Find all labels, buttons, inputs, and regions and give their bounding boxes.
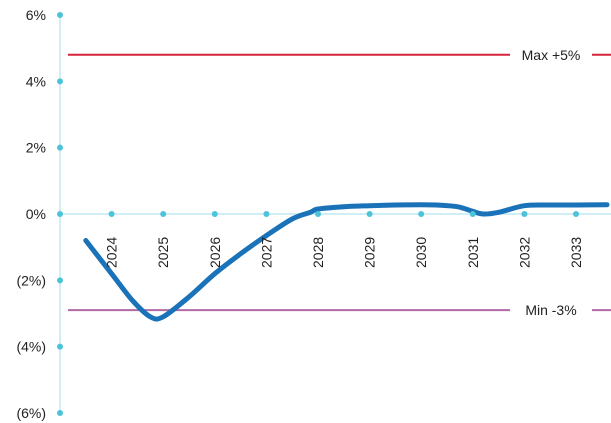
y-tick-marker [57,12,63,18]
series-layer [83,202,610,322]
x-tick-label: 2027 [258,237,274,268]
x-tick-marker [521,211,528,217]
x-tick-marker [418,211,425,217]
y-tick-marker [57,78,63,85]
y-tick-label: (4%) [16,339,46,355]
y-tick-marker [57,410,63,416]
x-tick-label: 2025 [155,237,171,268]
x-tick-marker [160,211,167,217]
x-tick-label: 2026 [207,237,223,268]
x-tick-label: 2033 [568,237,584,268]
x-tick-marker [211,211,218,217]
y-tick-label: 0% [26,206,46,222]
x-tick-label: 2029 [362,237,378,268]
axes-layer [59,15,611,413]
x-tick-label: 2031 [465,237,481,268]
y-tick-label: 4% [26,73,46,89]
y-tick-label: 2% [26,140,46,156]
y-tick-marker [57,277,63,284]
y-tick-marker [57,343,63,350]
y-tick-marker [57,144,63,151]
x-tick-marker [108,211,115,217]
y-tick-marker [57,211,63,217]
x-tick-marker [469,211,476,217]
x-tick-label: 2028 [310,237,326,268]
x-tick-label: 2032 [516,237,532,268]
y-tick-label: 6% [26,7,46,23]
x-tick-marker [366,211,373,217]
reference-line-label: Max +5% [522,47,581,63]
x-tick-marker [315,211,321,217]
labels-layer: 6% 4% 2% 0% (2%) (4%) (6%) 2024 2025 2026 2027 2028… [16,7,584,421]
y-tick-label: (6%) [16,405,46,421]
markers-layer [57,12,579,416]
series-line [83,202,610,322]
x-tick-marker [573,211,579,217]
y-tick-label: (2%) [16,272,46,288]
x-tick-label: 2030 [413,237,429,268]
reference-lines-layer [68,53,611,312]
reference-line-label: Min -3% [525,302,576,318]
x-tick-marker [263,211,270,217]
x-tick-label: 2024 [104,237,120,268]
